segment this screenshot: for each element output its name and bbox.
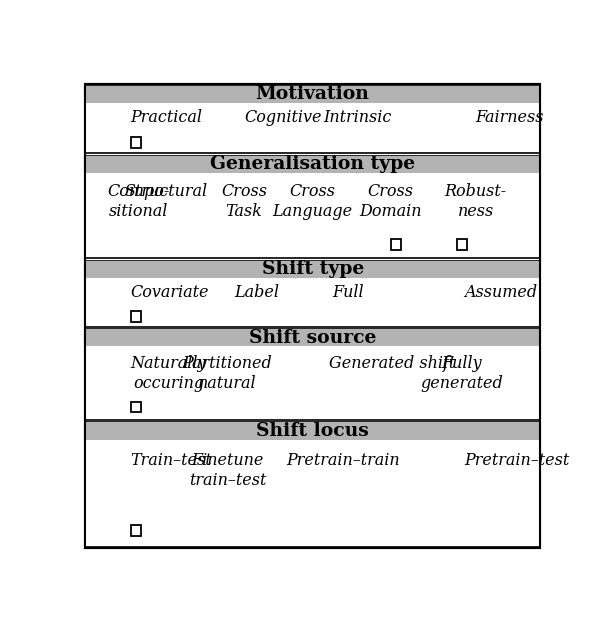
Text: Cross
Task: Cross Task [221, 183, 267, 220]
Text: Shift type: Shift type [262, 260, 364, 279]
Text: Cognitive: Cognitive [244, 109, 321, 126]
Text: Intrinsic: Intrinsic [323, 109, 392, 126]
Text: Pretrain–train: Pretrain–train [287, 453, 400, 470]
Text: Fairness: Fairness [476, 109, 544, 126]
Text: Compo-
sitional: Compo- sitional [107, 183, 169, 220]
Text: Fully
generated: Fully generated [420, 356, 503, 392]
Text: Robust-
ness: Robust- ness [445, 183, 507, 220]
Text: Train–test: Train–test [131, 453, 212, 470]
Bar [131, 311, 141, 322]
Text: Structural: Structural [124, 183, 207, 200]
Text: Generated shift: Generated shift [329, 356, 456, 372]
Text: Cross
Domain: Cross Domain [359, 183, 422, 220]
Text: Finetune
train–test: Finetune train–test [189, 453, 266, 489]
Bar [85, 329, 540, 420]
Bar [131, 401, 141, 413]
Bar [85, 260, 540, 278]
Bar [390, 239, 401, 250]
Bar [85, 329, 540, 347]
Text: Shift locus: Shift locus [256, 422, 369, 440]
Text: Full: Full [332, 284, 364, 301]
Text: Label: Label [235, 284, 279, 301]
Text: Cross
Language: Cross Language [273, 183, 353, 220]
Bar [85, 422, 540, 439]
Text: Practical: Practical [131, 109, 203, 126]
Text: Pretrain–test: Pretrain–test [464, 453, 569, 470]
Bar [457, 239, 467, 250]
Bar [85, 86, 540, 103]
Text: Partitioned
natural: Partitioned natural [182, 356, 273, 392]
Bar [85, 86, 540, 153]
Bar [85, 156, 540, 259]
Text: Generalisation type: Generalisation type [210, 155, 415, 173]
Text: Assumed: Assumed [464, 284, 537, 301]
Bar [85, 260, 540, 327]
Text: Covariate: Covariate [131, 284, 209, 301]
Bar [131, 525, 141, 536]
Text: Shift source: Shift source [249, 329, 376, 347]
Bar [85, 422, 540, 546]
Text: Naturally
occuring: Naturally occuring [131, 356, 207, 392]
Bar [131, 137, 141, 148]
Text: Motivation: Motivation [256, 85, 370, 103]
Bar [85, 156, 540, 173]
